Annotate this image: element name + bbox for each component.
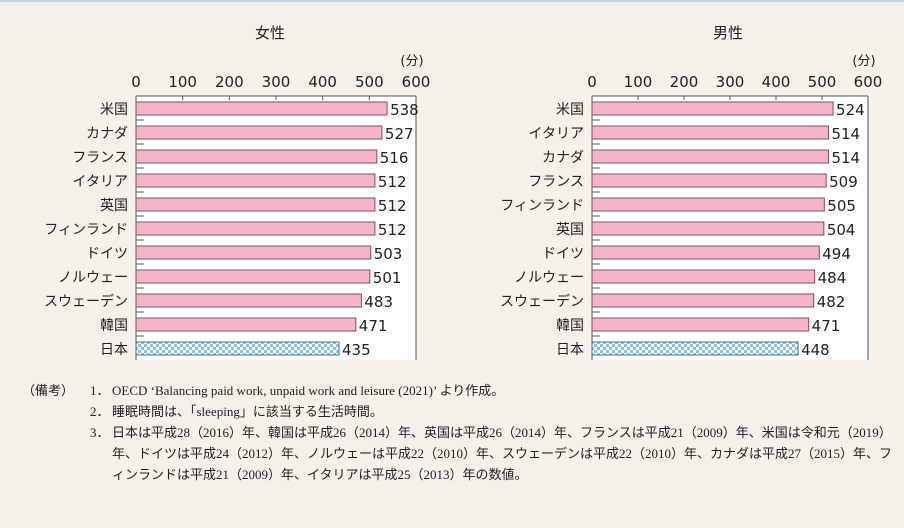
- category-label: イタリア: [529, 126, 584, 142]
- bar: [135, 221, 376, 236]
- bar: [591, 269, 816, 284]
- chart-title: 女性: [255, 24, 285, 42]
- category-label: ノルウェー: [58, 270, 128, 286]
- x-tick-label: 500: [355, 73, 384, 91]
- category-label: スウェーデン: [500, 293, 584, 310]
- note-text: 睡眠時間は、「sleeping」に該当する生活時間。: [112, 404, 383, 419]
- x-tick-label: 0: [131, 73, 141, 91]
- value-label: 484: [818, 269, 847, 287]
- category-label: 韓国: [100, 318, 128, 334]
- category-label: フランス: [72, 150, 128, 166]
- note-number: 2．: [90, 404, 110, 419]
- notes: （備考） 1． OECD ‘Balancing paid work, unpai…: [22, 380, 892, 485]
- bar: [591, 197, 825, 212]
- x-tick-label: 100: [168, 73, 197, 91]
- x-tick-label: 500: [808, 73, 837, 91]
- category-label: 英国: [100, 197, 128, 214]
- bar-highlight: [591, 341, 799, 356]
- note-3: 3． 日本は平成28（2016）年、韓国は平成26（2014）年、英国は平成26…: [22, 422, 892, 485]
- value-label: 494: [822, 245, 851, 263]
- x-tick-label: 300: [716, 73, 745, 91]
- x-tick-label: 300: [262, 73, 291, 91]
- x-tick-label: 400: [762, 73, 791, 91]
- category-label: ドイツ: [86, 246, 128, 262]
- note-1: （備考） 1． OECD ‘Balancing paid work, unpai…: [22, 380, 892, 401]
- x-tick-label: 0: [587, 73, 597, 91]
- bar: [591, 173, 827, 188]
- value-label: 509: [829, 173, 858, 191]
- x-tick-label: 600: [854, 73, 883, 91]
- value-label: 512: [378, 221, 407, 239]
- category-label: スウェーデン: [44, 293, 128, 310]
- chart-title: 男性: [713, 24, 743, 42]
- x-tick-label: 200: [670, 73, 699, 91]
- value-label: 514: [831, 149, 860, 167]
- value-label: 512: [378, 197, 407, 215]
- bar: [591, 293, 815, 308]
- bar: [135, 245, 372, 260]
- value-label: 482: [817, 293, 846, 311]
- x-tick-label: 200: [215, 73, 244, 91]
- value-label: 435: [342, 341, 371, 359]
- note-text: 日本は平成28（2016）年、韓国は平成26（2014）年、英国は平成26（20…: [112, 425, 893, 482]
- value-label: 514: [831, 125, 860, 143]
- unit-label: (分): [400, 54, 423, 69]
- value-label: 503: [374, 245, 403, 263]
- category-label: 韓国: [556, 318, 584, 334]
- value-label: 504: [827, 221, 856, 239]
- x-tick-label: 100: [624, 73, 653, 91]
- bar-highlight: [135, 341, 340, 356]
- value-label: 538: [390, 101, 419, 119]
- category-label: 米国: [100, 102, 128, 118]
- value-label: 448: [801, 341, 830, 359]
- value-label: 527: [385, 125, 414, 143]
- note-number: 3．: [90, 425, 110, 440]
- value-label: 501: [373, 269, 402, 287]
- category-label: ドイツ: [542, 246, 584, 262]
- bar: [591, 125, 829, 140]
- sleep-time-charts: 女性 (分) 0 100 200 300 400 500 600 米国 538 カナダ 527 フランス 5…: [44, 24, 883, 360]
- value-label: 524: [836, 101, 865, 119]
- category-label: イタリア: [73, 174, 128, 190]
- category-label: カナダ: [542, 150, 584, 166]
- value-label: 505: [827, 197, 856, 215]
- unit-label: (分): [852, 54, 875, 69]
- bar: [135, 149, 378, 164]
- bar: [135, 317, 357, 332]
- bar: [135, 125, 383, 140]
- category-label: 英国: [556, 221, 584, 238]
- bar: [591, 101, 834, 116]
- note-text: OECD ‘Balancing paid work, unpaid work a…: [112, 383, 505, 398]
- category-label: フィンランド: [44, 222, 128, 238]
- value-label: 471: [359, 317, 388, 335]
- category-label: フランス: [528, 174, 584, 190]
- bar: [591, 245, 820, 260]
- category-label: ノルウェー: [514, 270, 584, 286]
- value-label: 512: [378, 173, 407, 191]
- category-label: フィンランド: [500, 198, 584, 214]
- bar: [591, 149, 829, 164]
- bar: [591, 221, 825, 236]
- x-tick-label: 600: [402, 73, 431, 91]
- category-label: 日本: [100, 342, 128, 358]
- x-tick-label: 400: [308, 73, 337, 91]
- bar: [135, 197, 376, 212]
- note-number: 1．: [90, 383, 110, 398]
- notes-label: （備考）: [22, 383, 75, 398]
- value-label: 516: [380, 149, 409, 167]
- bar: [135, 269, 371, 284]
- bar: [135, 173, 376, 188]
- bar: [135, 101, 388, 116]
- bar: [135, 293, 362, 308]
- category-label: カナダ: [86, 126, 128, 142]
- bar: [591, 317, 810, 332]
- value-label: 471: [812, 317, 841, 335]
- value-label: 483: [364, 293, 393, 311]
- category-label: 米国: [556, 102, 584, 118]
- category-label: 日本: [556, 342, 584, 358]
- note-2: 2． 睡眠時間は、「sleeping」に該当する生活時間。: [22, 401, 892, 422]
